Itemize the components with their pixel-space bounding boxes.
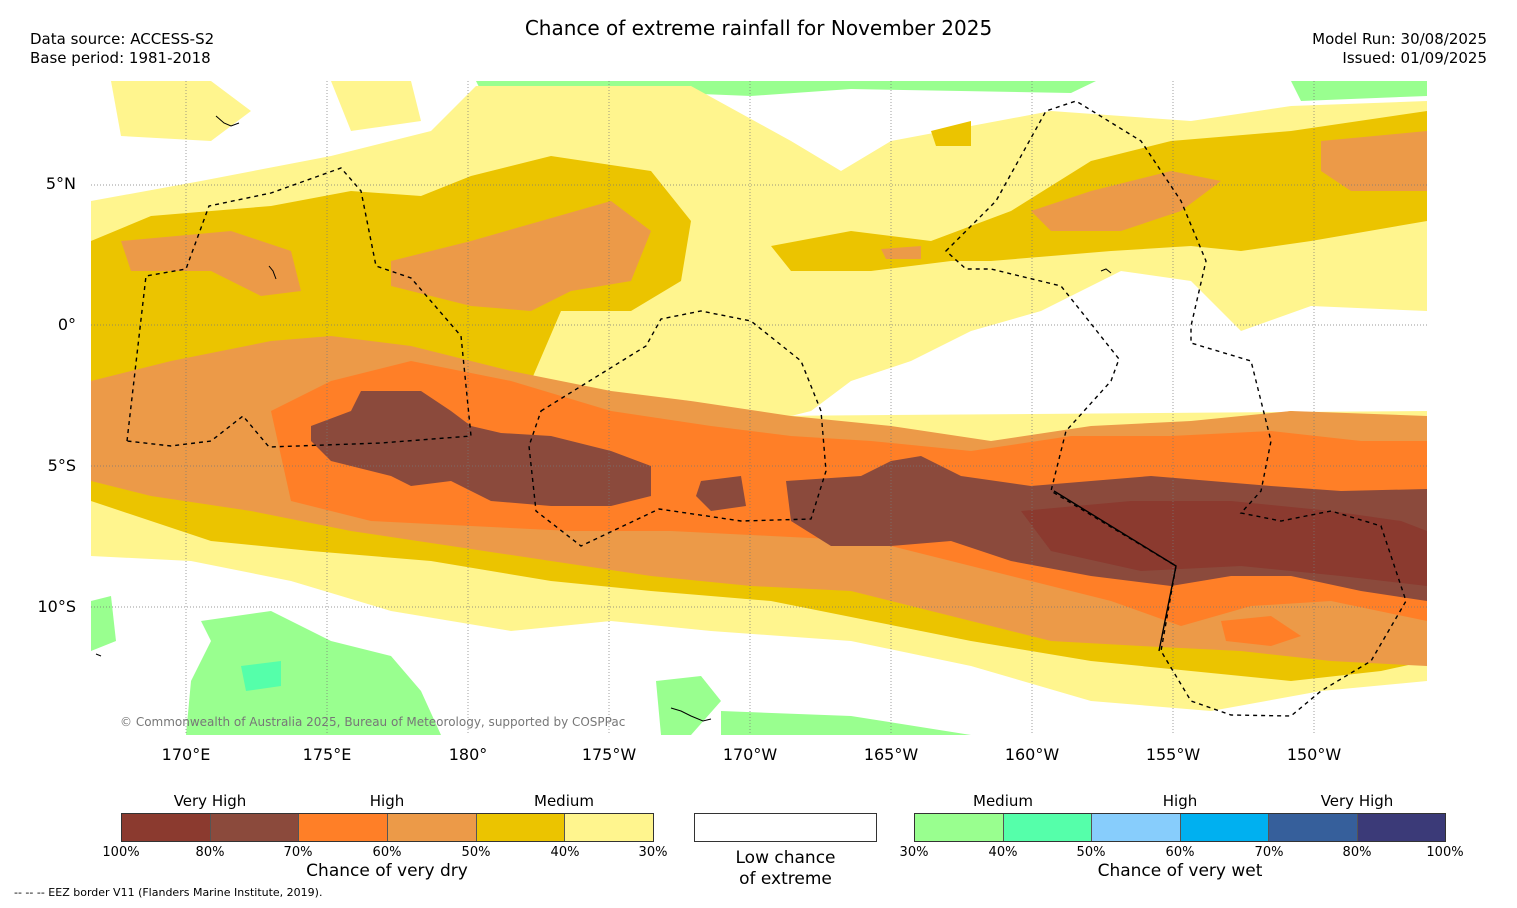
wet-category-medium: Medium [973, 792, 1033, 810]
wet-pct-100: 100% [1426, 845, 1464, 860]
dry-swatch-6 [564, 814, 654, 841]
lon-tick-155w: 155°W [1145, 745, 1201, 764]
copyright-text: © Commonwealth of Australia 2025, Bureau… [120, 715, 626, 729]
lat-tick-10s: 10°S [37, 597, 76, 616]
wet-swatch-4 [1179, 814, 1268, 841]
dry-very-high-regions [311, 391, 1427, 601]
dry-swatch-3 [298, 814, 388, 841]
model-run-text: Model Run: 30/08/2025 [1312, 30, 1487, 48]
low-chance-label: Low chance of extreme [694, 848, 877, 890]
dry-swatch-1 [122, 814, 210, 841]
dry-swatch-5 [475, 814, 565, 841]
dry-pct-40: 40% [550, 845, 580, 860]
dry-pct-30: 30% [638, 845, 668, 860]
wet-swatch-1 [915, 814, 1003, 841]
lat-tick-5n: 5°N [45, 174, 76, 193]
islands [95, 115, 1112, 722]
low-chance-swatch [694, 813, 877, 842]
maritime-boundary-solid [1053, 490, 1177, 652]
wet-pct-60: 60% [1165, 845, 1195, 860]
lon-tick-165w: 165°W [863, 745, 919, 764]
wet-pct-30: 30% [899, 845, 929, 860]
dry-category-medium: Medium [534, 792, 594, 810]
eez-borders [126, 100, 1407, 717]
lon-tick-180: 180° [448, 745, 488, 764]
dry-colorbar [121, 813, 654, 842]
dry-pct-60: 60% [372, 845, 402, 860]
run-info: Model Run: 30/08/2025 Issued: 01/09/2025 [1312, 30, 1487, 68]
dry-legend-title: Chance of very dry [306, 861, 468, 881]
wet-legend-title: Chance of very wet [1097, 861, 1263, 881]
dry-category-high: High [369, 792, 405, 810]
dry-pct-100: 100% [102, 845, 140, 860]
dry-category-very-high: Very High [173, 792, 247, 810]
wet-colorbar [914, 813, 1446, 842]
wet-swatch-5 [1268, 814, 1357, 841]
wet-category-very-high: Very High [1320, 792, 1394, 810]
wet-pct-40: 40% [988, 845, 1018, 860]
map-title: Chance of extreme rainfall for November … [524, 16, 993, 40]
lon-tick-170w: 170°W [722, 745, 778, 764]
dry-pct-70: 70% [283, 845, 313, 860]
lat-tick-5s: 5°S [47, 456, 76, 475]
lon-tick-160w: 160°W [1004, 745, 1060, 764]
wet-pct-50: 50% [1076, 845, 1106, 860]
wet-swatch-6 [1356, 814, 1445, 841]
base-period-text: Base period: 1981-2018 [30, 49, 211, 67]
low-chance-line1: Low chance [735, 848, 836, 868]
wet-category-high: High [1162, 792, 1198, 810]
dry-swatch-4 [387, 814, 476, 841]
dry-swatch-2 [209, 814, 299, 841]
dry-pct-80: 80% [195, 845, 225, 860]
lat-tick-0: 0° [57, 315, 76, 334]
wet-pct-80: 80% [1342, 845, 1372, 860]
graticule [91, 81, 1427, 735]
eez-footnote: -- -- -- EEZ border V11 (Flanders Marine… [14, 886, 323, 899]
data-source-text: Data source: ACCESS-S2 [30, 30, 215, 48]
source-info: Data source: ACCESS-S2 Base period: 1981… [30, 30, 214, 68]
lon-tick-170e: 170°E [161, 745, 211, 764]
dry-pct-50: 50% [461, 845, 491, 860]
lon-tick-150w: 150°W [1286, 745, 1342, 764]
lon-tick-175e: 175°E [302, 745, 352, 764]
lon-tick-175w: 175°W [581, 745, 637, 764]
wet-swatch-3 [1091, 814, 1180, 841]
rainfall-map [91, 81, 1427, 735]
low-chance-line2: of extreme [739, 869, 832, 889]
wet-swatch-2 [1002, 814, 1091, 841]
issued-text: Issued: 01/09/2025 [1342, 49, 1487, 67]
wet-pct-70: 70% [1254, 845, 1284, 860]
